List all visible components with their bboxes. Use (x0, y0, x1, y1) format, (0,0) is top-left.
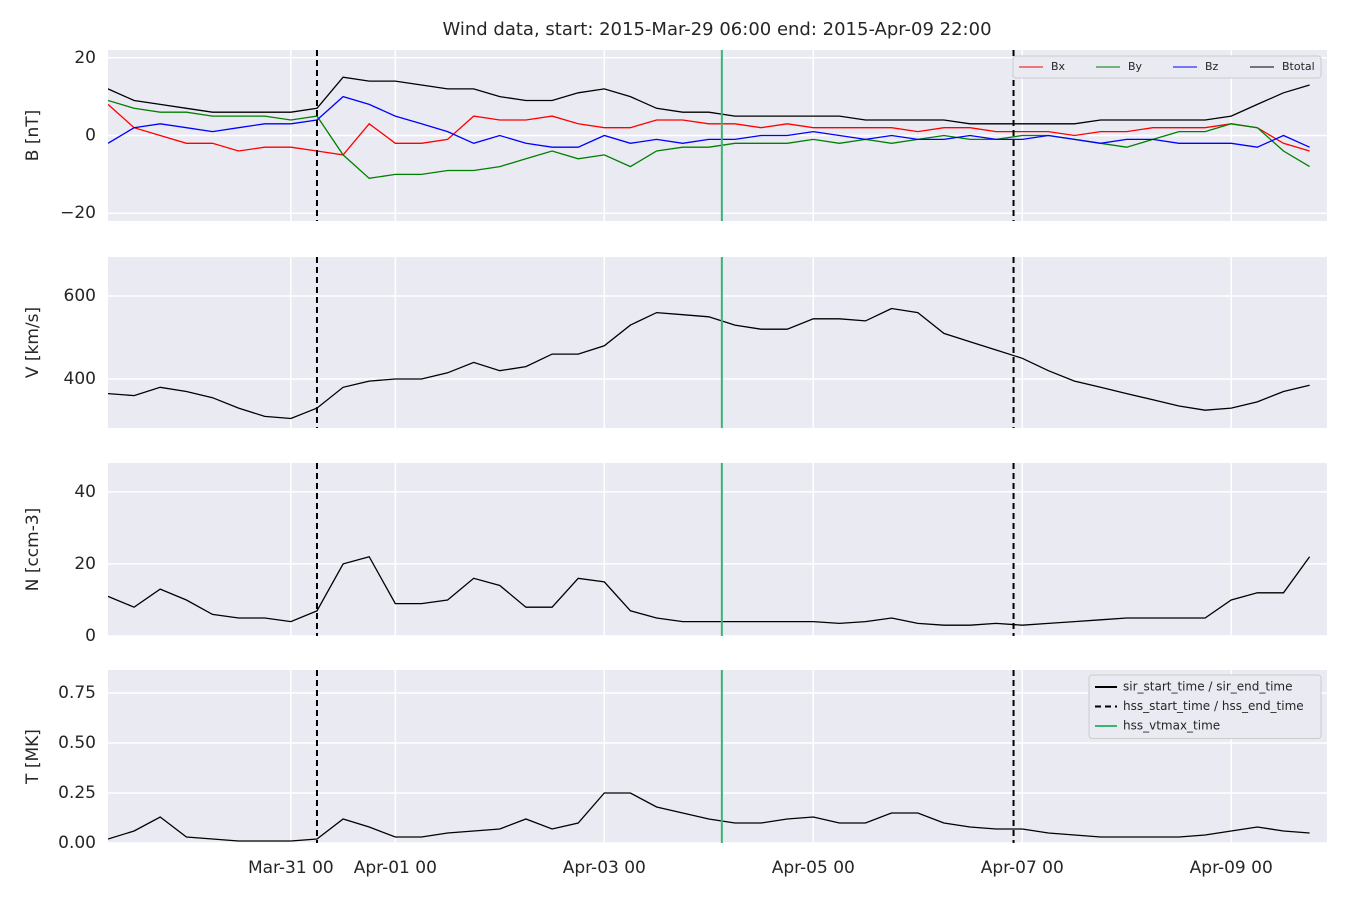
data-line (108, 76, 1310, 125)
y-axis-label: B [nT] (23, 110, 43, 162)
y-tick-label: 0 (85, 126, 96, 146)
plot-area (108, 257, 1310, 428)
legend-label: hss_start_time / hss_end_time (1123, 699, 1304, 713)
data-line (108, 103, 1310, 156)
y-axis-label: T [MK] (23, 729, 43, 785)
y-tick-label: 0.25 (58, 783, 96, 803)
legend-label: By (1128, 60, 1143, 73)
chart-title: Wind data, start: 2015-Mar-29 06:00 end:… (442, 19, 991, 40)
x-tick-label: Apr-07 00 (981, 858, 1064, 878)
data-line (108, 99, 1310, 179)
legend-label: hss_vtmax_time (1123, 719, 1220, 733)
legend-box (1012, 55, 1322, 79)
y-tick-label: 20 (74, 554, 96, 574)
x-tick-label: Apr-05 00 (772, 858, 855, 878)
plot-background (108, 257, 1327, 428)
y-axis-label: N [ccm-3] (23, 508, 43, 592)
y-tick-label: 0.00 (58, 833, 96, 853)
plot-area (108, 50, 1310, 221)
data-line (108, 307, 1310, 420)
data-line (108, 792, 1310, 842)
legend-label: sir_start_time / sir_end_time (1123, 680, 1293, 694)
x-tick-label: Apr-01 00 (354, 858, 437, 878)
x-tick-label: Apr-03 00 (563, 858, 646, 878)
y-tick-label: 600 (64, 286, 96, 306)
y-tick-label: 0 (85, 626, 96, 646)
y-axis-label: V [km/s] (23, 307, 43, 378)
y-tick-label: 0.75 (58, 683, 96, 703)
y-tick-label: 0.50 (58, 733, 96, 753)
data-line (108, 555, 1311, 626)
x-tick-label: Apr-09 00 (1190, 858, 1273, 878)
data-line (108, 95, 1310, 148)
legend-label: Btotal (1282, 60, 1315, 73)
y-tick-label: 400 (64, 369, 96, 389)
plot-area (108, 463, 1311, 636)
plot-area (108, 670, 1310, 843)
legend-box (1088, 674, 1322, 739)
y-tick-label: −20 (60, 203, 96, 223)
y-tick-label: 40 (74, 482, 96, 502)
x-tick-label: Mar-31 00 (248, 858, 334, 878)
legend-label: Bx (1051, 60, 1066, 73)
y-tick-label: 20 (74, 48, 96, 68)
legend-label: Bz (1205, 60, 1219, 73)
